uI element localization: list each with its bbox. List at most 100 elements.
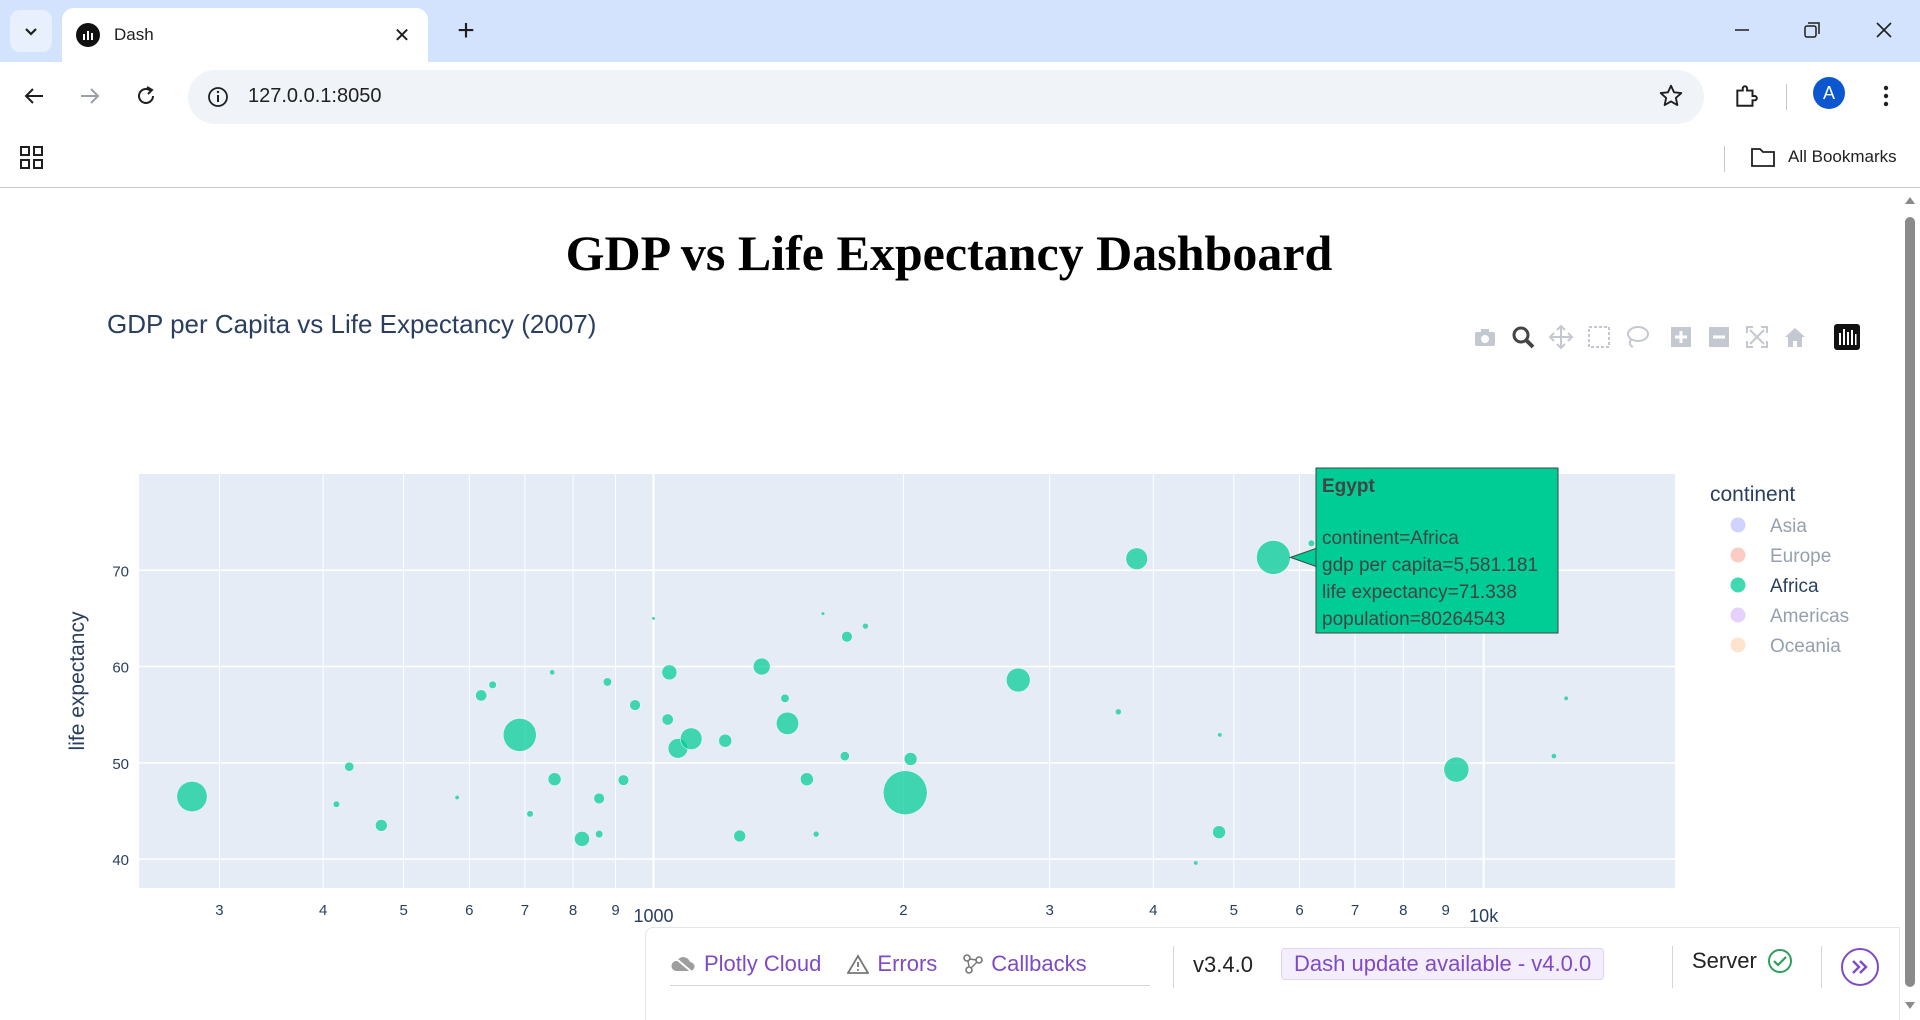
data-point[interactable]: [1125, 547, 1148, 570]
data-point[interactable]: [680, 727, 703, 750]
data-point[interactable]: [780, 693, 790, 703]
legend-marker[interactable]: [1730, 517, 1746, 533]
tab-close-icon[interactable]: ✕: [393, 24, 411, 47]
data-point[interactable]: [862, 623, 869, 629]
scatter-chart[interactable]: GDP per Capita vs Life Expectancy (2007)…: [0, 189, 1900, 1020]
dash-devtools: Plotly Cloud Errors Callbacks v3.4.0 Das…: [645, 927, 1900, 1020]
browser-tab[interactable]: Dash ✕: [62, 8, 428, 62]
pan-icon[interactable]: [1546, 323, 1576, 351]
data-point[interactable]: [595, 830, 604, 839]
extensions-button[interactable]: [1726, 76, 1766, 116]
data-point[interactable]: [332, 800, 340, 808]
plotly-logo-icon[interactable]: [1832, 323, 1862, 351]
scroll-thumb[interactable]: [1905, 217, 1915, 987]
legend-item-asia[interactable]: Asia: [1770, 516, 1807, 537]
data-point[interactable]: [903, 752, 918, 766]
data-point[interactable]: [574, 831, 590, 847]
legend-title: continent: [1710, 483, 1795, 506]
data-point[interactable]: [1006, 667, 1031, 693]
camera-icon[interactable]: [1470, 323, 1500, 351]
data-point[interactable]: [1193, 861, 1198, 865]
minimize-button[interactable]: [1722, 12, 1762, 48]
zoom-icon[interactable]: [1508, 323, 1538, 351]
bookmark-star-icon[interactable]: [1658, 83, 1684, 114]
data-point[interactable]: [602, 677, 612, 687]
data-point[interactable]: [629, 699, 641, 711]
data-point[interactable]: [1115, 709, 1122, 715]
apps-grid-icon[interactable]: [20, 146, 44, 175]
url-text[interactable]: 127.0.0.1:8050: [248, 85, 382, 107]
menu-button[interactable]: [1866, 76, 1906, 116]
callbacks-button[interactable]: Callbacks: [963, 951, 1087, 977]
dash-update-badge[interactable]: Dash update available - v4.0.0: [1281, 948, 1605, 980]
data-point[interactable]: [733, 829, 746, 843]
data-point[interactable]: [549, 670, 555, 675]
forward-button[interactable]: [70, 76, 110, 116]
scroll-down-icon[interactable]: [1904, 1001, 1916, 1011]
data-point[interactable]: [1212, 825, 1226, 839]
data-point[interactable]: [841, 631, 853, 643]
data-point[interactable]: [776, 711, 799, 735]
data-point[interactable]: [488, 680, 497, 689]
zoom-out-icon[interactable]: [1704, 323, 1734, 351]
restore-button[interactable]: [1792, 12, 1832, 48]
lasso-icon[interactable]: [1622, 323, 1652, 351]
data-point[interactable]: [455, 795, 460, 800]
profile-avatar[interactable]: A: [1813, 77, 1845, 109]
site-info-icon[interactable]: [204, 83, 232, 111]
data-point[interactable]: [1217, 733, 1222, 737]
data-point[interactable]: [375, 819, 388, 832]
page-scrollbar[interactable]: [1900, 189, 1920, 1020]
devtools-toggle-button[interactable]: [1841, 948, 1879, 986]
plotly-cloud-button[interactable]: Plotly Cloud: [670, 951, 821, 977]
tab-search-button[interactable]: [10, 10, 52, 52]
data-point[interactable]: [593, 792, 605, 805]
data-point[interactable]: [882, 770, 928, 815]
data-point[interactable]: [1551, 753, 1557, 759]
data-point[interactable]: [753, 657, 771, 676]
reload-button[interactable]: [126, 76, 166, 116]
data-point[interactable]: [475, 689, 488, 702]
legend-marker[interactable]: [1730, 607, 1746, 623]
legend-marker[interactable]: [1730, 637, 1746, 653]
data-point[interactable]: [502, 718, 537, 752]
data-point[interactable]: [718, 733, 733, 748]
reload-icon: [138, 86, 154, 104]
data-point[interactable]: [1443, 756, 1470, 783]
data-points[interactable]: [176, 529, 1569, 865]
data-point[interactable]: [821, 612, 825, 616]
data-point[interactable]: [839, 751, 850, 761]
data-point[interactable]: [526, 810, 534, 818]
data-point[interactable]: [800, 772, 814, 787]
data-point-egypt[interactable]: [1256, 540, 1291, 575]
legend-item-europe[interactable]: Europe: [1770, 546, 1831, 567]
legend-item-oceania[interactable]: Oceania: [1770, 636, 1841, 657]
address-bar[interactable]: 127.0.0.1:8050: [188, 70, 1704, 124]
data-point[interactable]: [661, 664, 678, 681]
data-point[interactable]: [1564, 696, 1569, 701]
errors-button[interactable]: Errors: [847, 951, 937, 977]
data-point[interactable]: [813, 831, 819, 837]
autoscale-icon[interactable]: [1742, 323, 1772, 351]
new-tab-button[interactable]: +: [457, 14, 475, 47]
data-point[interactable]: [1307, 539, 1315, 547]
data-point[interactable]: [547, 772, 562, 787]
data-point[interactable]: [652, 616, 656, 620]
legend-item-africa[interactable]: Africa: [1770, 576, 1819, 597]
legend[interactable]: continent Asia Europe Africa Americas Oceania: [1710, 483, 1849, 657]
close-window-button[interactable]: [1864, 12, 1904, 48]
legend-marker[interactable]: [1730, 547, 1746, 563]
zoom-in-icon[interactable]: [1666, 323, 1696, 351]
data-point[interactable]: [176, 781, 208, 813]
scroll-up-icon[interactable]: [1904, 195, 1916, 205]
all-bookmarks-label: All Bookmarks: [1788, 147, 1897, 166]
data-point[interactable]: [617, 774, 630, 786]
back-button[interactable]: [14, 76, 54, 116]
all-bookmarks-button[interactable]: All Bookmarks: [1750, 146, 1897, 168]
box-select-icon[interactable]: [1584, 323, 1614, 351]
home-icon[interactable]: [1780, 323, 1810, 351]
data-point[interactable]: [661, 713, 674, 726]
data-point[interactable]: [344, 761, 355, 772]
legend-marker[interactable]: [1730, 577, 1746, 593]
legend-item-americas[interactable]: Americas: [1770, 606, 1849, 627]
